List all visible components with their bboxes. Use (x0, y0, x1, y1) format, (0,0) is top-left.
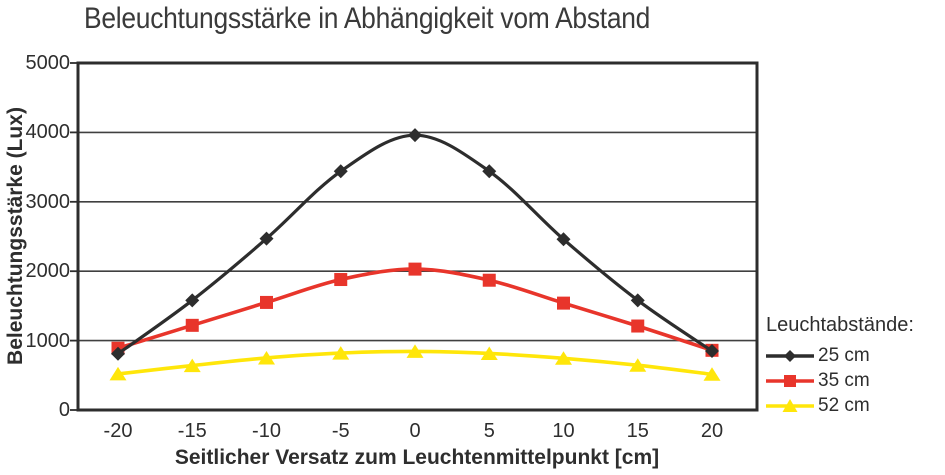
series-marker-25cm (482, 164, 497, 179)
x-tick-label: 20 (700, 420, 724, 442)
diamond-marker-sample-icon (766, 349, 814, 362)
x-tick-label: -10 (252, 420, 281, 442)
series-marker-25cm (705, 344, 719, 359)
triangle-marker-sample-icon (766, 398, 814, 412)
series-marker-35cm (482, 273, 496, 287)
y-tick-label: 0 (58, 399, 70, 421)
triangle-icon (782, 398, 798, 412)
legend-title: Leuchtabstände: (766, 314, 914, 336)
legend-entry-52cm: 52 cm (766, 393, 914, 418)
series-marker-52cm (406, 344, 424, 358)
plot-border (76, 61, 759, 412)
legend-entries: 25 cm 35 cm 52 cm (766, 343, 914, 418)
series-marker-35cm (334, 273, 348, 287)
x-tick-label: -5 (331, 420, 350, 442)
y-tick-label: 5000 (25, 52, 71, 74)
series-marker-25cm (408, 128, 422, 143)
legend-entry-25cm: 25 cm (766, 343, 914, 368)
x-tick-label: -15 (177, 420, 207, 442)
series-marker-35cm (631, 319, 645, 333)
series-marker-25cm (111, 346, 125, 361)
x-tick-label: 10 (552, 420, 575, 442)
x-axis-title: Seitlicher Versatz zum Leuchtenmittelpun… (174, 446, 660, 469)
x-tick-label: -20 (103, 420, 133, 442)
y-tick-label: 3000 (25, 190, 71, 213)
x-tick-label: 5 (483, 420, 495, 442)
y-tick-label: 2000 (25, 260, 71, 283)
x-tick-label: 0 (409, 420, 421, 442)
chart-title: Beleuchtungsstärke in Abhängigkeit vom A… (84, 2, 651, 35)
series-line-35cm (116, 267, 714, 353)
series-marker-52cm (109, 366, 127, 381)
series-marker-52cm (480, 346, 498, 360)
legend-entry-label: 52 cm (818, 394, 870, 416)
series-marker-52cm (629, 358, 647, 372)
series-marker-25cm (630, 293, 645, 308)
series-marker-52cm (183, 358, 201, 373)
series-marker-35cm (408, 262, 422, 276)
legend-entry-35cm: 35 cm (766, 368, 914, 393)
legend: Leuchtabstände: 25 cm 35 cm 52 cm (766, 314, 914, 418)
square-icon (784, 374, 796, 387)
series-marker-25cm (333, 164, 348, 179)
y-tick-label: 4000 (25, 121, 71, 144)
series-marker-25cm (185, 293, 200, 308)
square-marker-sample-icon (766, 374, 814, 387)
series-marker-25cm (259, 231, 274, 246)
y-tick-label: 1000 (25, 329, 71, 352)
series-marker-25cm (556, 232, 571, 247)
series-marker-52cm (332, 346, 350, 360)
series-marker-35cm (557, 296, 570, 310)
legend-entry-label: 25 cm (818, 344, 870, 366)
diamond-icon (784, 349, 796, 362)
series-marker-35cm (185, 318, 199, 332)
legend-entry-label: 35 cm (818, 369, 870, 391)
series-marker-52cm (258, 350, 275, 365)
series-marker-52cm (703, 367, 721, 381)
x-tick-label: 15 (626, 420, 649, 442)
series-marker-35cm (260, 295, 273, 309)
series-marker-52cm (555, 351, 572, 365)
